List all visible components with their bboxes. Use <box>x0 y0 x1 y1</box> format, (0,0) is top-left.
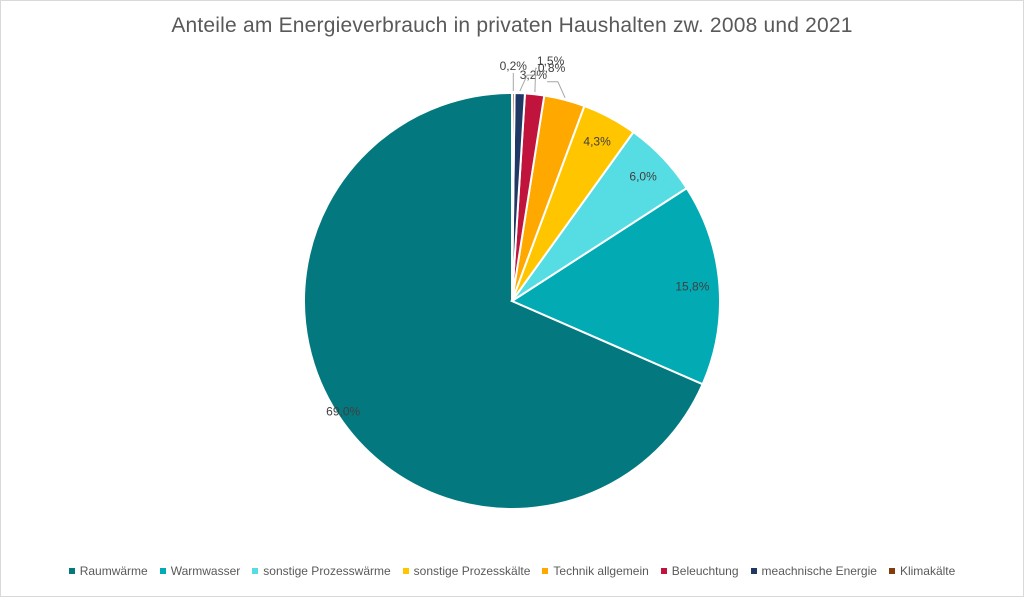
legend-item-5: Technik allgemein <box>542 564 649 578</box>
legend-label: Raumwärme <box>79 564 148 578</box>
legend-swatch <box>68 568 75 574</box>
data-label-4: 4,3% <box>583 134 611 148</box>
leader-line-6 <box>534 67 537 93</box>
legend-item-4: sonstige Prozesskälte <box>402 564 531 578</box>
legend-item-8: Klimakälte <box>888 564 956 578</box>
chart-title: Anteile am Energieverbrauch in privaten … <box>171 14 853 37</box>
data-label-2: 15,8% <box>675 279 709 293</box>
data-label-3: 6,0% <box>629 169 657 183</box>
legend-swatch <box>542 568 549 574</box>
data-label-1: 69,0% <box>326 405 360 419</box>
legend-swatch <box>660 568 667 574</box>
legend-item-1: Raumwärme <box>68 564 148 578</box>
legend-item-7: meachnische Energie <box>750 564 877 578</box>
data-label-6: 1,5% <box>537 54 565 68</box>
pie-slice-8 <box>511 91 516 302</box>
legend-item-3: sonstige Prozesswärme <box>252 564 391 578</box>
legend-label: Technik allgemein <box>553 564 649 578</box>
data-label-7: 0,8% <box>538 61 566 75</box>
legend-swatch <box>252 568 259 574</box>
legend-label: Klimakälte <box>899 564 956 578</box>
leader-line-7 <box>519 74 538 92</box>
pie-slice-2 <box>509 186 721 386</box>
legend-swatch <box>888 568 895 574</box>
legend-item-2: Warmwasser <box>159 564 241 578</box>
legend-item-6: Beleuchtung <box>660 564 739 578</box>
legend-label: Beleuchtung <box>671 564 739 578</box>
legend-label: sonstige Prozesswärme <box>263 564 391 578</box>
pie-slice-1 <box>303 91 704 510</box>
legend-swatch <box>402 568 409 574</box>
pie-slices <box>303 91 721 510</box>
pie-labels: 69,0%15,8%6,0%4,3%3,2%1,5%0,8%0,2% <box>326 54 710 418</box>
leader-line-5 <box>547 81 566 99</box>
data-label-8: 0,2% <box>500 59 528 73</box>
legend-label: sonstige Prozesskälte <box>413 564 531 578</box>
legend-label: Warmwasser <box>170 564 241 578</box>
legend-label: meachnische Energie <box>761 564 877 578</box>
legend: Raumwärme Warmwasser sonstige Prozesswärme… <box>0 564 1024 578</box>
legend-swatch <box>750 568 757 574</box>
legend-swatch <box>159 568 166 574</box>
